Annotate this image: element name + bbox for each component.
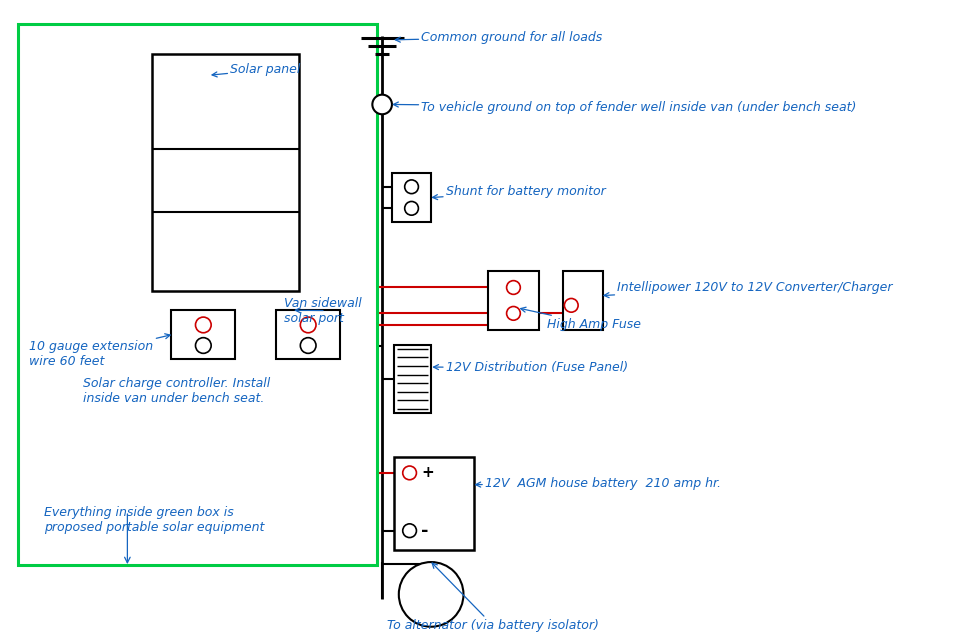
- Circle shape: [398, 562, 463, 627]
- Circle shape: [372, 95, 392, 114]
- Circle shape: [195, 317, 211, 333]
- Text: +: +: [422, 466, 434, 480]
- Circle shape: [507, 307, 520, 320]
- Circle shape: [507, 280, 520, 294]
- Bar: [394, 345, 431, 413]
- Text: To vehicle ground on top of fender well inside van (under bench seat): To vehicle ground on top of fender well …: [394, 100, 857, 114]
- Text: Van sidewall
solar port: Van sidewall solar port: [284, 296, 362, 325]
- Circle shape: [195, 338, 211, 354]
- Bar: [17, 24, 377, 565]
- Circle shape: [301, 317, 316, 333]
- Circle shape: [565, 298, 578, 312]
- Bar: [564, 271, 602, 330]
- Circle shape: [404, 180, 419, 194]
- Text: Solar charge controller. Install
inside van under bench seat.: Solar charge controller. Install inside …: [83, 377, 271, 405]
- Text: 12V  AGM house battery  210 amp hr.: 12V AGM house battery 210 amp hr.: [476, 477, 721, 490]
- Text: Shunt for battery monitor: Shunt for battery monitor: [432, 185, 605, 199]
- Bar: [488, 271, 539, 330]
- Text: Intellipower 120V to 12V Converter/Charger: Intellipower 120V to 12V Converter/Charg…: [604, 281, 893, 298]
- Circle shape: [402, 466, 417, 480]
- Text: -: -: [422, 521, 428, 539]
- Bar: [277, 310, 340, 359]
- Bar: [152, 53, 299, 291]
- Bar: [171, 310, 235, 359]
- Text: 12V Distribution (Fuse Panel): 12V Distribution (Fuse Panel): [433, 361, 628, 374]
- Bar: [392, 173, 431, 222]
- Text: Solar panel: Solar panel: [212, 63, 301, 77]
- Text: Everything inside green box is
proposed portable solar equipment: Everything inside green box is proposed …: [44, 506, 264, 534]
- Text: To alternator (via battery isolator): To alternator (via battery isolator): [387, 563, 599, 632]
- Text: Common ground for all loads: Common ground for all loads: [396, 31, 602, 44]
- Text: High Amp Fuse: High Amp Fuse: [520, 307, 641, 331]
- Bar: [394, 457, 474, 550]
- Circle shape: [301, 338, 316, 354]
- Circle shape: [402, 524, 417, 538]
- Circle shape: [404, 201, 419, 215]
- Text: 10 gauge extension
wire 60 feet: 10 gauge extension wire 60 feet: [29, 334, 170, 368]
